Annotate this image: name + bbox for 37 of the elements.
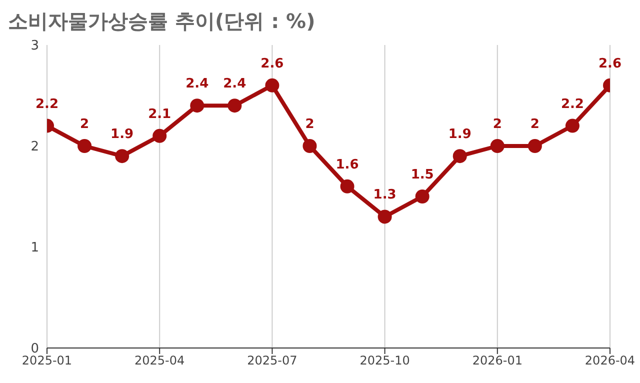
data-label: 2 — [305, 117, 314, 132]
data-label: 1.3 — [373, 188, 396, 203]
data-label: 2.4 — [223, 76, 246, 92]
point — [528, 139, 542, 153]
data-label: 2.4 — [186, 76, 209, 92]
point — [490, 139, 504, 153]
point — [415, 190, 430, 204]
point — [152, 128, 167, 143]
data-label: 2.2 — [560, 96, 584, 112]
point — [115, 149, 130, 164]
data-label: 1.5 — [410, 168, 434, 182]
y-tick-label: 2 — [30, 140, 39, 155]
data-label: 2.1 — [148, 106, 172, 122]
data-label: 2.6 — [598, 56, 622, 72]
point — [228, 98, 242, 113]
x-tick-label: 2026-01 — [472, 354, 522, 368]
data-label: 2 — [492, 117, 502, 132]
data-label: 2.6 — [260, 56, 284, 72]
point — [340, 179, 354, 194]
y-tick-label: 1 — [30, 240, 39, 256]
point — [378, 210, 392, 224]
x-tick-label: 2025-04 — [134, 354, 185, 368]
point — [265, 78, 280, 92]
data-label: 2 — [80, 117, 90, 132]
x-tick-label: 2025-10 — [360, 354, 410, 368]
x-tick-label: 2026-04 — [584, 354, 636, 368]
data-label: 1.9 — [110, 127, 134, 142]
y-tick-label: 3 — [30, 38, 39, 54]
data-label: 2 — [530, 117, 540, 132]
point — [452, 149, 467, 164]
x-tick-label: 2025-07 — [247, 354, 298, 368]
data-label: 2.2 — [35, 96, 59, 112]
point — [190, 98, 204, 113]
data-label: 1.6 — [336, 157, 359, 172]
chart-title: 소비자물가상승률 추이(단위 : %) — [8, 8, 316, 35]
data-label: 1.9 — [448, 127, 472, 142]
point — [302, 139, 317, 153]
